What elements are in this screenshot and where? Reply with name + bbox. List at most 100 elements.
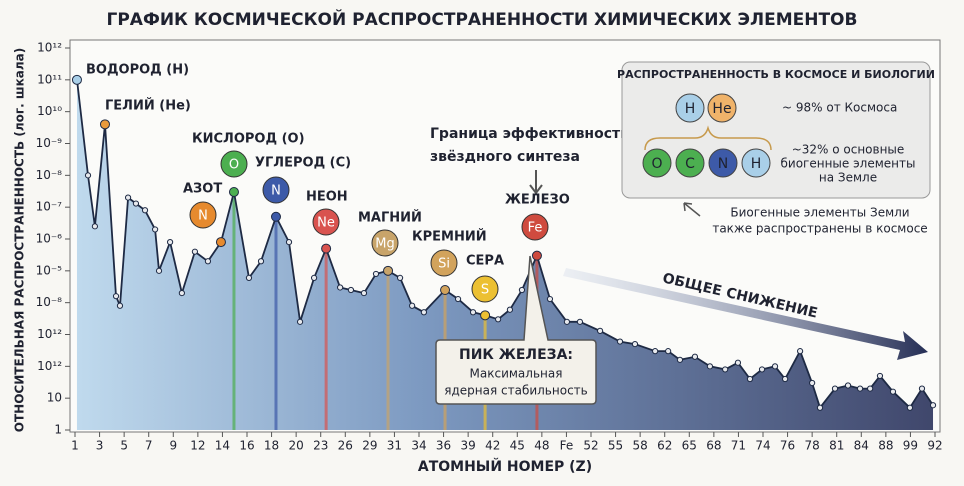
inset-symbol: C bbox=[685, 156, 695, 172]
point bbox=[99, 119, 110, 130]
inset-text: ~32% о основные bbox=[792, 143, 905, 157]
iron-peak-callout bbox=[435, 255, 597, 405]
point bbox=[495, 316, 502, 323]
x-tick-label: 81 bbox=[829, 439, 844, 453]
y-axis-label: ОТНОСИТЕЛЬНАЯ РАСПРОСТРАНЕННОСТЬ (лог. ш… bbox=[13, 48, 27, 432]
y-tick-label: 10 bbox=[47, 391, 62, 405]
point bbox=[867, 385, 874, 392]
element-symbol: Mg bbox=[375, 237, 394, 252]
trend-arrow bbox=[563, 268, 928, 360]
point bbox=[563, 318, 571, 325]
point bbox=[270, 211, 281, 222]
x-tick-label: 26 bbox=[338, 439, 353, 453]
x-tick-label: 20 bbox=[289, 439, 304, 453]
point bbox=[337, 284, 344, 291]
y-tick-label: 10⁻⁶ bbox=[36, 232, 63, 246]
element-badge bbox=[262, 176, 290, 204]
element-badge bbox=[312, 208, 340, 236]
x-tick-label: 45 bbox=[510, 439, 525, 453]
point bbox=[383, 265, 394, 276]
point bbox=[616, 338, 624, 345]
point bbox=[906, 404, 914, 411]
iron-peak-text: ядерная стабильность bbox=[444, 384, 587, 398]
x-tick-label: 42 bbox=[485, 439, 500, 453]
x-tick-label: 3 bbox=[96, 439, 104, 453]
point bbox=[596, 327, 604, 334]
point bbox=[454, 295, 462, 303]
element-label: МАГНИЙ bbox=[358, 210, 422, 226]
x-tick-label: 78 bbox=[805, 439, 820, 453]
point bbox=[856, 385, 864, 392]
inset-caption: Биогенные элементы Земли bbox=[730, 206, 909, 220]
element-symbol: Ne bbox=[317, 216, 335, 231]
inset-arrow bbox=[683, 202, 701, 217]
point bbox=[480, 310, 491, 321]
point bbox=[215, 237, 226, 248]
point bbox=[782, 375, 789, 383]
element-label: КИСЛОРОД (O) bbox=[192, 132, 305, 147]
x-tick-label: 34 bbox=[411, 439, 426, 453]
element-label: УГЛЕРОД (C) bbox=[255, 156, 351, 171]
x-tick-label: 36 bbox=[436, 439, 451, 453]
x-tick-label: 84 bbox=[854, 439, 869, 453]
element-badge bbox=[220, 150, 248, 178]
point bbox=[310, 274, 318, 281]
synthesis-note: звёздного синтеза bbox=[430, 149, 580, 165]
element-symbol: O bbox=[229, 158, 239, 173]
x-tick-label: 9 bbox=[169, 439, 177, 453]
point bbox=[706, 363, 714, 370]
point bbox=[722, 366, 729, 373]
point bbox=[746, 375, 754, 383]
note-arrow bbox=[529, 170, 543, 195]
point bbox=[116, 302, 124, 309]
point bbox=[132, 200, 140, 207]
point bbox=[204, 258, 212, 265]
point bbox=[576, 318, 584, 325]
point bbox=[141, 207, 149, 214]
inset-caption: также распространены в космосе bbox=[712, 222, 927, 236]
y-tick-label: 10⁻⁸ bbox=[36, 295, 63, 309]
x-tick-label: 14 bbox=[215, 439, 230, 453]
y-tick-label: 10⁻⁸ bbox=[36, 168, 63, 182]
x-tick-label: 71 bbox=[731, 439, 746, 453]
iron-peak-title: ПИК ЖЕЛЕЗА: bbox=[459, 347, 573, 363]
point bbox=[257, 258, 265, 265]
x-tick-label: 7 bbox=[145, 439, 153, 453]
inset-box bbox=[621, 61, 931, 199]
element-label: ГЕЛИЙ (He) bbox=[105, 98, 191, 114]
point bbox=[409, 302, 416, 309]
inset-badge bbox=[708, 148, 738, 178]
point bbox=[809, 379, 816, 387]
inset-badge bbox=[707, 93, 737, 123]
point bbox=[285, 238, 293, 246]
point bbox=[396, 274, 404, 281]
point bbox=[84, 172, 92, 179]
point bbox=[91, 223, 99, 230]
x-tick-label: 12 bbox=[190, 439, 205, 453]
point bbox=[152, 226, 159, 233]
point bbox=[440, 284, 451, 295]
point bbox=[676, 356, 684, 363]
point bbox=[518, 286, 526, 294]
point bbox=[631, 340, 639, 348]
inset-symbol: He bbox=[712, 101, 731, 117]
point bbox=[155, 267, 163, 274]
point bbox=[652, 348, 659, 355]
iron-peak-text: Максимальная bbox=[470, 367, 563, 381]
point bbox=[734, 359, 742, 366]
y-tick-label: 10¹² bbox=[37, 41, 62, 55]
point bbox=[816, 404, 824, 411]
x-tick-label: 88 bbox=[878, 439, 893, 453]
point bbox=[918, 385, 926, 392]
x-tick-label: 74 bbox=[755, 439, 770, 453]
point bbox=[771, 363, 779, 370]
inset-badge bbox=[642, 148, 672, 178]
point bbox=[321, 243, 332, 254]
x-tick-label: 1 bbox=[71, 439, 79, 453]
point bbox=[691, 353, 699, 360]
element-symbol: N bbox=[198, 209, 208, 224]
point bbox=[929, 402, 937, 409]
point bbox=[112, 293, 120, 300]
inset-text: на Земле bbox=[819, 171, 877, 185]
